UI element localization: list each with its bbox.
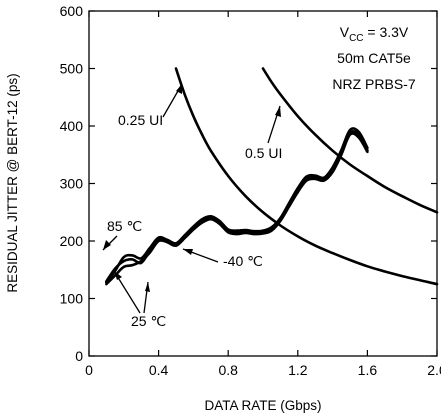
series-line-85 — [105, 127, 369, 284]
arrowhead-25c-left — [114, 271, 122, 280]
y-tick-label: 0 — [75, 348, 83, 364]
y-tick-label: 300 — [60, 176, 84, 192]
y-tick-label: 600 — [60, 3, 84, 19]
condition-vcc: VCC = 3.3V — [340, 24, 409, 44]
arrowhead-25c-right — [145, 282, 150, 292]
y-tick-label: 100 — [60, 291, 84, 307]
label-05ui: 0.5 UI — [245, 145, 282, 161]
series-group — [105, 67, 439, 286]
series-line-0-5-ui — [261, 67, 439, 214]
y-tick-labels: 0 100 200 300 400 500 600 — [60, 3, 84, 364]
series-line-40 — [105, 130, 369, 283]
y-axis-label: RESIDUAL JITTER @ BERT-12 (ps) — [5, 73, 20, 292]
label-minus40c: -40 ℃ — [223, 253, 263, 269]
x-tick-labels: 0 0.4 0.8 1.2 1.6 2.0 — [85, 362, 441, 378]
vcc-value: = 3.3V — [364, 24, 409, 40]
y-tick-label: 500 — [60, 61, 84, 77]
vcc-prefix: V — [340, 24, 350, 40]
arrowhead-minus40c — [183, 249, 193, 255]
label-25c: 25 ℃ — [131, 313, 166, 329]
x-tick-label: 1.2 — [288, 362, 308, 378]
y-tick-label: 400 — [60, 118, 84, 134]
condition-cable: 50m CAT5e — [337, 50, 411, 66]
x-tick-label: 0.8 — [218, 362, 238, 378]
series-line-0-25-ui — [174, 67, 439, 286]
vcc-subscript: CC — [349, 33, 363, 44]
label-85c: 85 ℃ — [107, 218, 142, 234]
x-tick-label: 2.0 — [427, 362, 441, 378]
arrowhead-05ui — [275, 106, 281, 117]
arrowhead-85c — [103, 240, 111, 250]
x-tick-label: 1.6 — [358, 362, 378, 378]
axis-ticks — [88, 10, 438, 357]
label-025ui: 0.25 UI — [118, 112, 163, 128]
x-tick-label: 0.4 — [149, 362, 169, 378]
x-axis-label: DATA RATE (Gbps) — [204, 398, 321, 413]
arrowhead-025ui — [176, 84, 182, 94]
condition-pattern: NRZ PRBS-7 — [332, 76, 415, 92]
x-tick-label: 0 — [85, 362, 93, 378]
y-tick-label: 200 — [60, 233, 84, 249]
